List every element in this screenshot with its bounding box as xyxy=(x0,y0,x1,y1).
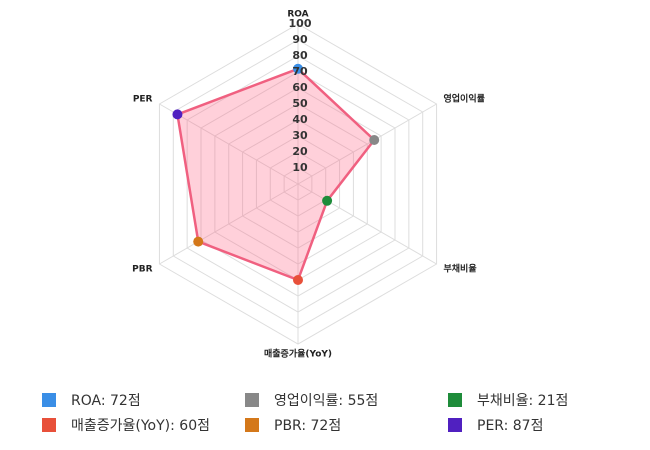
legend-swatch xyxy=(245,393,259,407)
legend-item: PBR: 72점 xyxy=(245,415,341,435)
axis-label: PER xyxy=(133,95,153,105)
axis-label: 부채비율 xyxy=(443,263,476,275)
data-point xyxy=(293,275,303,285)
legend-item: ROA: 72점 xyxy=(42,390,141,410)
spoke xyxy=(297,183,437,265)
r-tick-label: 80 xyxy=(292,49,308,62)
legend-swatch xyxy=(42,418,56,432)
r-tick-label: 40 xyxy=(292,113,308,126)
legend-item: 부채비율: 21점 xyxy=(448,390,568,410)
legend-swatch xyxy=(448,418,462,432)
r-tick-label: 90 xyxy=(292,33,308,46)
r-tick-label: 70 xyxy=(292,65,308,78)
axis-label: 영업이익률 xyxy=(443,93,484,105)
axis-label: 매출증가율(YoY) xyxy=(264,348,332,360)
legend-label: 매출증가율(YoY): 60점 xyxy=(71,418,210,434)
legend-swatch xyxy=(448,393,462,407)
spoke xyxy=(159,183,299,265)
data-point xyxy=(322,195,333,206)
r-tick-label: 100 xyxy=(289,17,312,30)
r-tick-label: 50 xyxy=(292,97,308,110)
data-point xyxy=(193,236,204,247)
r-tick-label: 10 xyxy=(292,161,308,174)
r-tick-label: 20 xyxy=(292,145,308,158)
legend-label: PER: 87점 xyxy=(477,418,544,434)
r-tick-label: 30 xyxy=(292,129,308,142)
legend-swatch xyxy=(42,393,56,407)
data-point xyxy=(293,63,303,74)
axis-label: PBR xyxy=(132,265,152,275)
legend-label: PBR: 72점 xyxy=(274,418,342,434)
data-point xyxy=(369,135,380,145)
r-tick-label: 60 xyxy=(292,81,308,94)
spoke xyxy=(159,103,299,185)
legend-item: PER: 87점 xyxy=(448,415,543,435)
data-point xyxy=(172,109,183,120)
legend-label: ROA: 72점 xyxy=(71,393,141,409)
spoke xyxy=(297,103,437,185)
legend-item: 매출증가율(YoY): 60점 xyxy=(42,415,210,435)
legend-label: 부채비율: 21점 xyxy=(477,393,569,409)
legend-item: 영업이익률: 55점 xyxy=(245,390,378,410)
legend-swatch xyxy=(245,418,259,432)
axis-label: ROA xyxy=(287,10,308,20)
data-area xyxy=(176,67,376,282)
legend-label: 영업이익률: 55점 xyxy=(274,393,379,409)
